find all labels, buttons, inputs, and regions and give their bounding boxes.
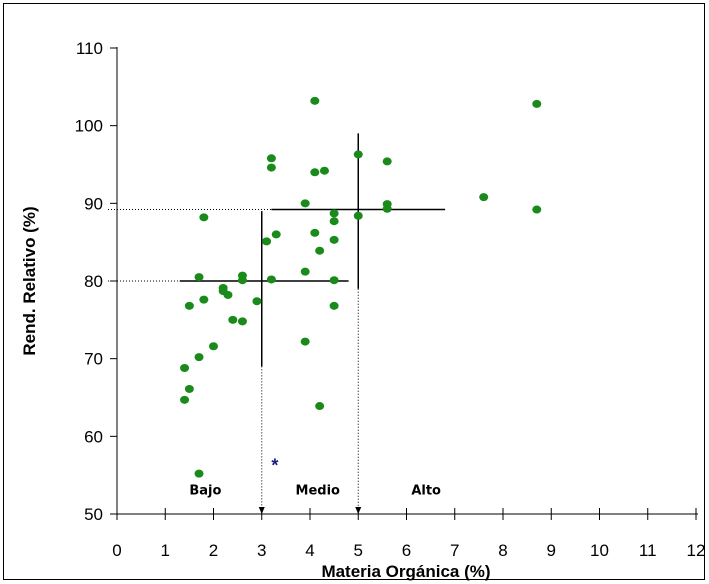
x-tick-label: 7 bbox=[450, 541, 459, 560]
critical-level-lines bbox=[108, 133, 446, 514]
x-tick-label: 9 bbox=[547, 541, 556, 560]
data-point bbox=[194, 469, 204, 478]
zone-label: Medio bbox=[296, 484, 341, 499]
data-point bbox=[266, 154, 276, 163]
data-point bbox=[310, 228, 320, 237]
data-point bbox=[532, 205, 542, 214]
x-tick-label: 10 bbox=[590, 541, 609, 560]
x-tick-label: 6 bbox=[402, 541, 411, 560]
data-point bbox=[199, 213, 209, 222]
x-tick-label: 4 bbox=[305, 541, 314, 560]
data-point bbox=[300, 337, 310, 346]
data-point bbox=[180, 395, 190, 404]
zone-labels: Bajo Medio Alto * bbox=[189, 455, 441, 498]
y-tick-label: 110 bbox=[76, 39, 103, 58]
data-point bbox=[199, 295, 209, 304]
y-tick-label: 90 bbox=[84, 194, 103, 213]
data-point bbox=[329, 209, 339, 218]
data-point bbox=[184, 301, 194, 310]
data-point bbox=[180, 363, 190, 372]
x-tick-label: 8 bbox=[498, 541, 507, 560]
zone-label: Alto bbox=[411, 484, 441, 499]
x-tick-label: 1 bbox=[161, 541, 170, 560]
y-tick-label: 100 bbox=[75, 117, 103, 136]
data-point bbox=[237, 276, 247, 285]
chart-frame bbox=[3, 3, 705, 580]
data-point bbox=[271, 230, 281, 239]
data-point bbox=[228, 315, 238, 324]
y-tick-label: 80 bbox=[84, 272, 103, 291]
x-axis-title: Materia Orgánica (%) bbox=[321, 562, 490, 581]
data-point bbox=[382, 157, 392, 166]
y-tick-label: 60 bbox=[84, 427, 103, 446]
data-point bbox=[266, 275, 276, 284]
data-point bbox=[329, 217, 339, 226]
data-point bbox=[319, 166, 329, 175]
data-point bbox=[310, 96, 320, 105]
y-tick-label: 70 bbox=[84, 350, 103, 369]
x-tick-label: 3 bbox=[257, 541, 266, 560]
data-point bbox=[266, 163, 276, 172]
y-axis-title: Rend. Relativo (%) bbox=[20, 206, 39, 355]
data-point bbox=[479, 193, 489, 202]
critical-level-arrow bbox=[355, 507, 362, 514]
data-point bbox=[209, 342, 218, 351]
critical-level-arrow bbox=[258, 507, 265, 514]
data-point bbox=[223, 290, 233, 299]
data-points bbox=[180, 96, 542, 478]
zone-label: Bajo bbox=[189, 484, 221, 499]
data-point bbox=[315, 402, 325, 411]
x-tick-label: 5 bbox=[354, 541, 363, 560]
data-point bbox=[353, 150, 363, 159]
data-point bbox=[262, 237, 272, 246]
annotation-asterisk: * bbox=[271, 455, 278, 475]
data-point bbox=[300, 267, 310, 276]
x-tick-label: 11 bbox=[639, 541, 657, 560]
data-point bbox=[532, 99, 542, 108]
x-tick-label: 12 bbox=[687, 541, 706, 560]
data-point bbox=[194, 353, 204, 362]
data-point bbox=[329, 276, 339, 285]
data-point bbox=[310, 168, 320, 177]
data-point bbox=[237, 317, 247, 326]
data-point bbox=[329, 301, 339, 310]
data-point bbox=[252, 297, 262, 306]
data-point bbox=[329, 235, 339, 244]
data-point bbox=[382, 204, 392, 213]
y-tick-label: 50 bbox=[84, 505, 103, 524]
data-point bbox=[353, 211, 363, 220]
x-tick-label: 2 bbox=[209, 541, 218, 560]
x-tick-label: 0 bbox=[112, 541, 121, 560]
data-point bbox=[218, 283, 228, 292]
data-point bbox=[184, 384, 194, 393]
data-point bbox=[194, 273, 204, 282]
data-point bbox=[300, 199, 310, 208]
data-point bbox=[315, 246, 325, 255]
